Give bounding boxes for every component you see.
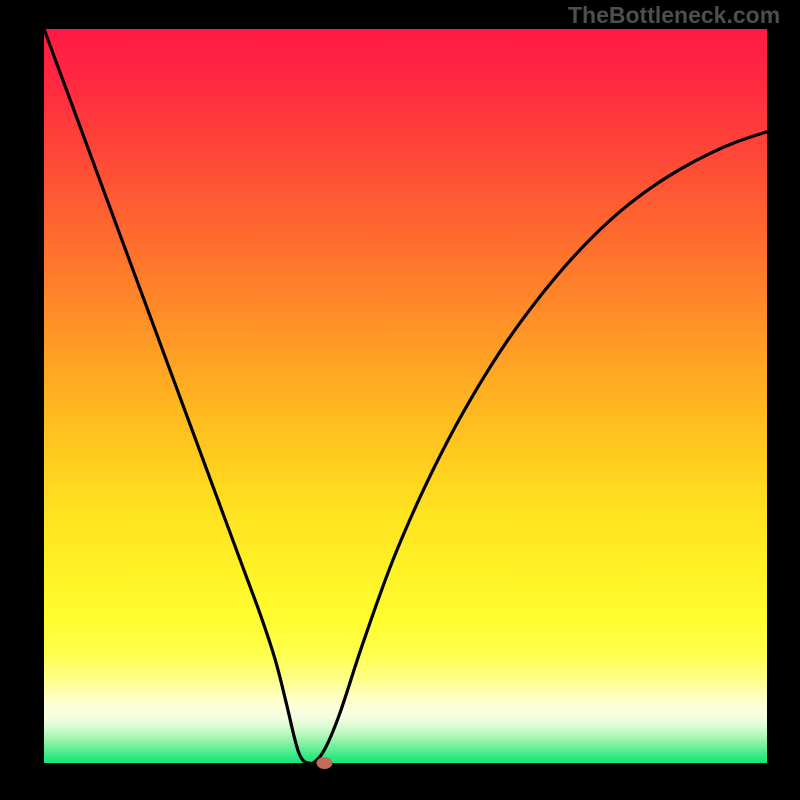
chart-stage: TheBottleneck.com	[0, 0, 800, 800]
bottleneck-chart	[0, 0, 800, 800]
watermark-text: TheBottleneck.com	[568, 2, 780, 29]
optimal-point-marker	[317, 757, 333, 769]
plot-area	[44, 29, 767, 763]
